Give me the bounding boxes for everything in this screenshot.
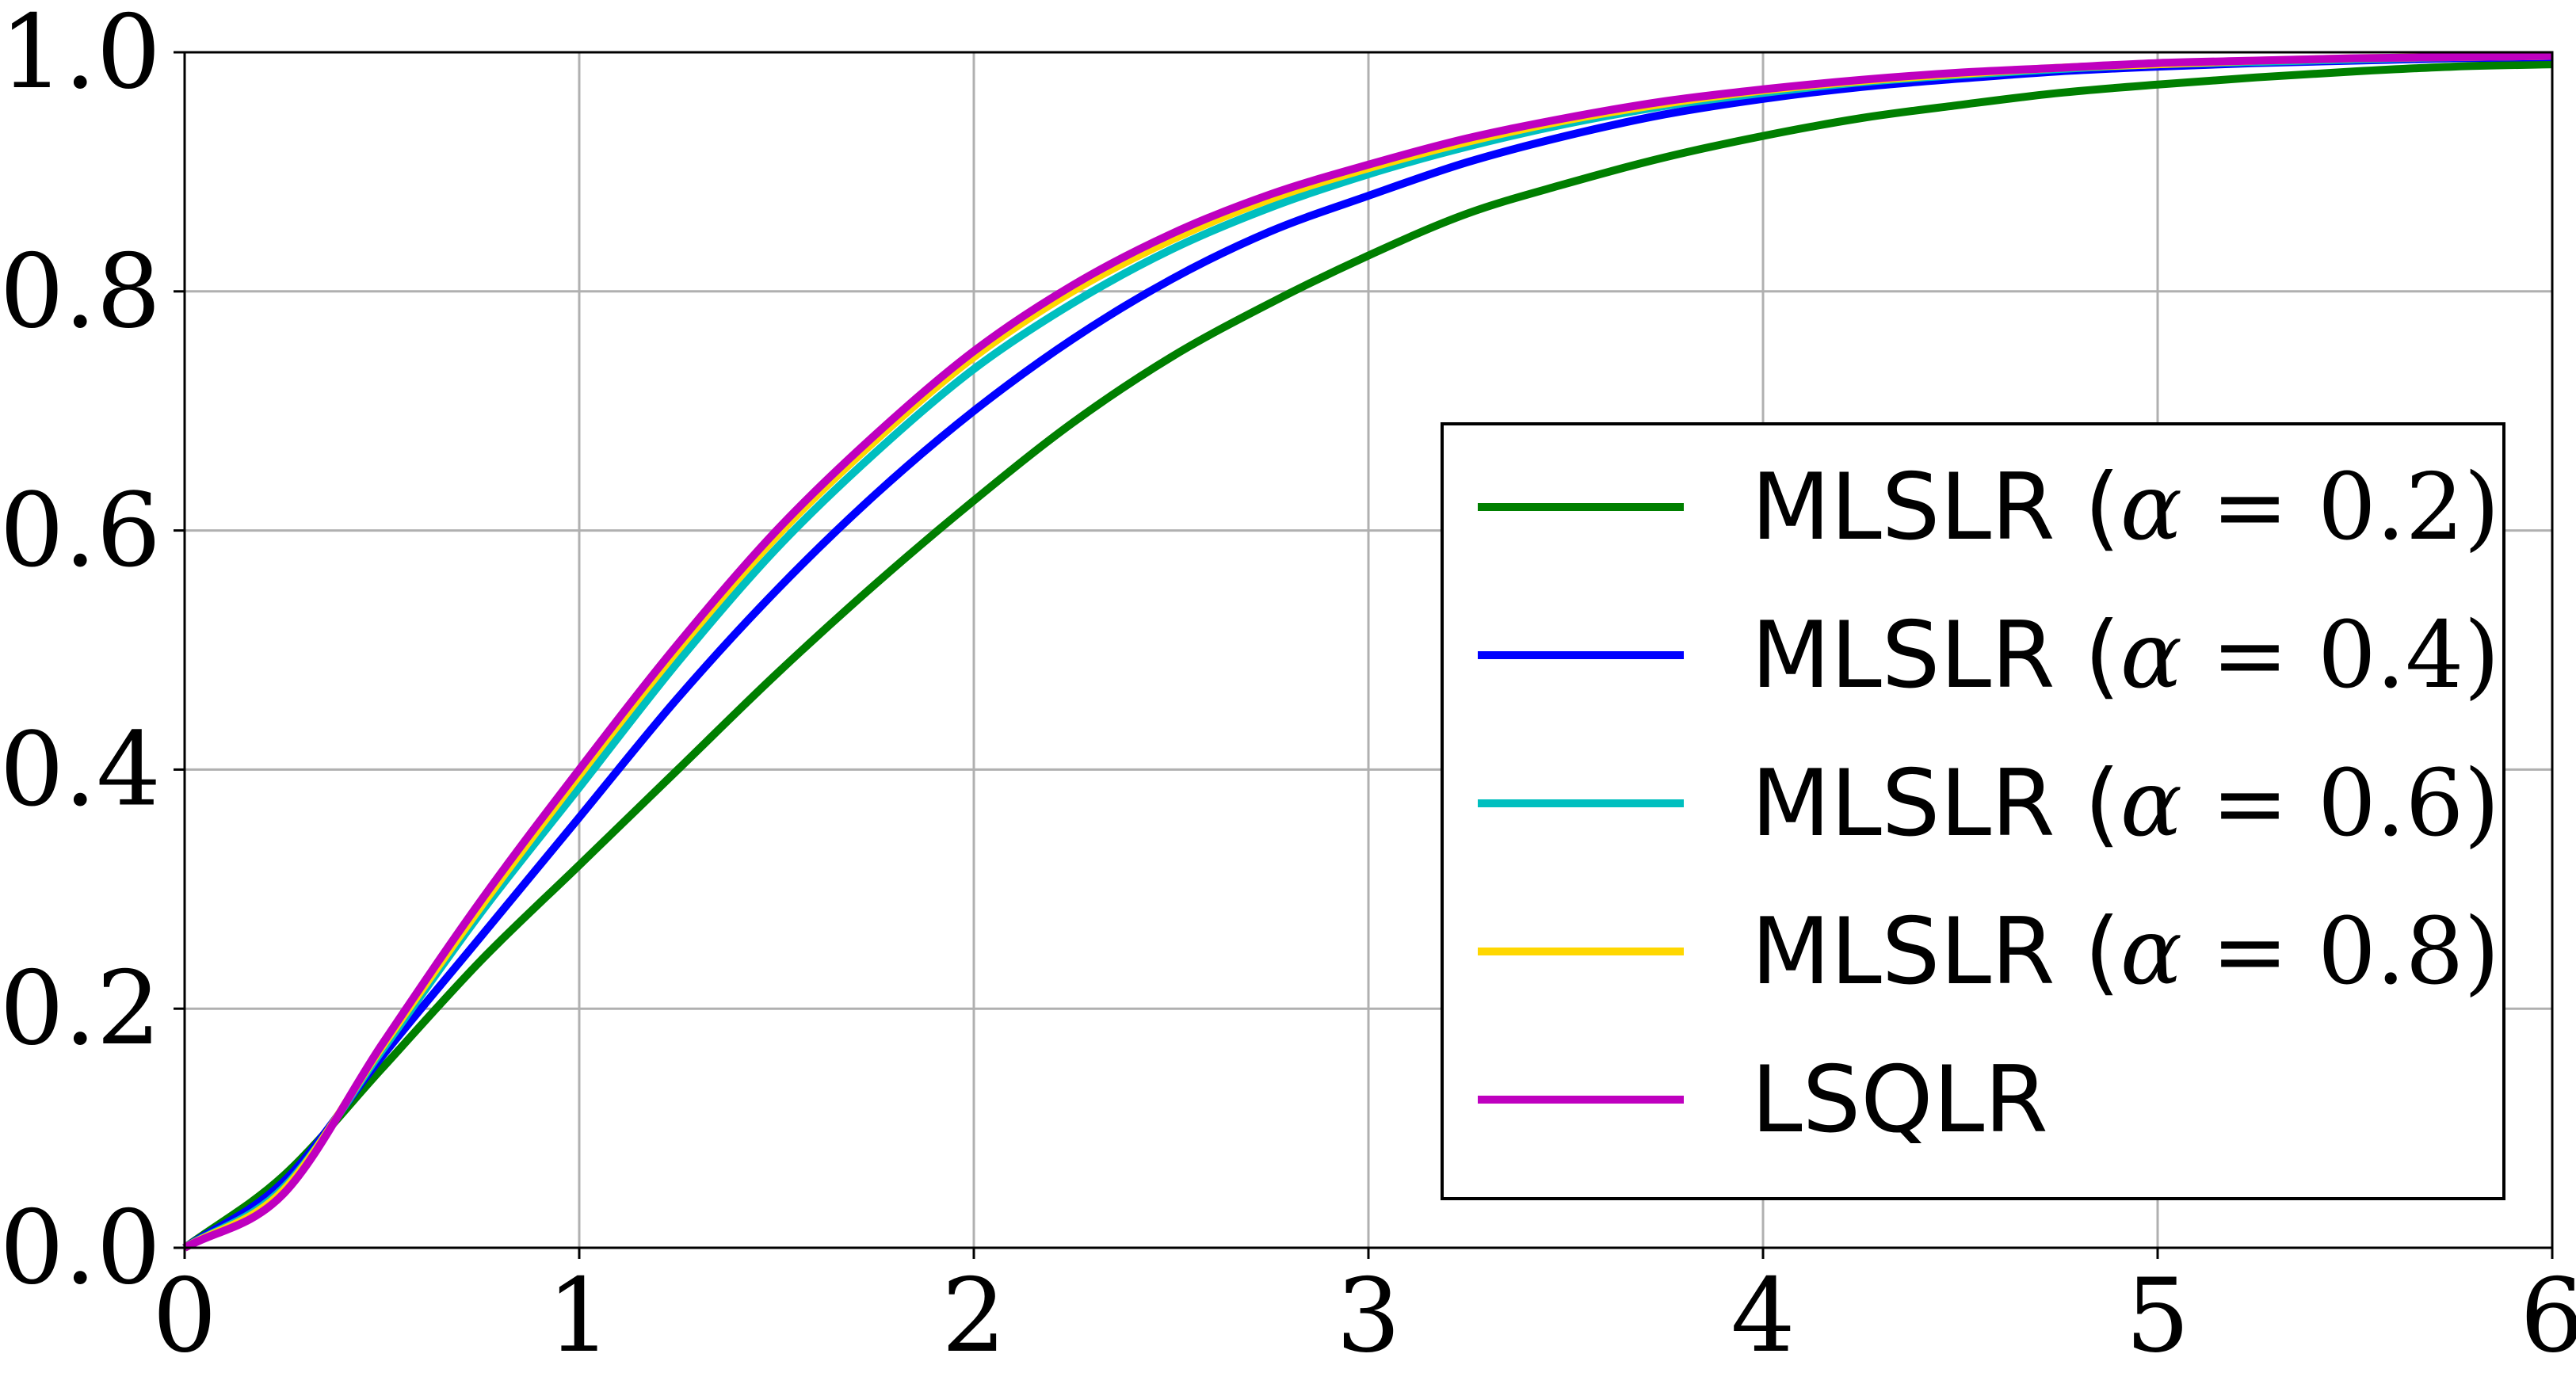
- legend-label-3: MLSLR (α = 0.8): [1751, 898, 2500, 1005]
- x-tick-label-4: 4: [1731, 1257, 1795, 1375]
- y-tick-label-0: 0.0: [0, 1189, 161, 1307]
- y-tick-label-1: 0.2: [0, 950, 161, 1068]
- x-axis-ticks: 0 1 2 3 4 5 6: [152, 1248, 2576, 1375]
- x-tick-label-2: 2: [941, 1257, 1006, 1375]
- series-lines: [182, 51, 2553, 1252]
- legend-label-0: MLSLR (α = 0.2): [1751, 454, 2500, 561]
- x-tick-label-1: 1: [547, 1257, 611, 1375]
- x-tick-label-0: 0: [152, 1257, 216, 1375]
- x-tick-label-5: 5: [2125, 1257, 2189, 1375]
- legend-box: [1441, 422, 2505, 1200]
- legend-label-4: LSQLR: [1751, 1047, 2048, 1153]
- series-line-4: [182, 51, 2553, 1252]
- x-tick-label-3: 3: [1336, 1257, 1400, 1375]
- legend: MLSLR (α = 0.2) MLSLR (α = 0.4) MLSLR (α =…: [1441, 422, 2505, 1200]
- x-tick-label-6: 6: [2520, 1257, 2576, 1375]
- y-tick-label-2: 0.4: [0, 711, 161, 829]
- y-tick-label-5: 1.0: [0, 0, 161, 112]
- legend-label-1: MLSLR (α = 0.4): [1751, 602, 2500, 709]
- y-tick-label-4: 0.8: [0, 233, 161, 351]
- y-axis-ticks: 0.0 0.2 0.4 0.6 0.8 1.0: [0, 0, 185, 1307]
- series-line-0: [182, 60, 2553, 1252]
- y-tick-label-3: 0.6: [0, 472, 161, 590]
- legend-label-2: MLSLR (α = 0.6): [1751, 750, 2500, 857]
